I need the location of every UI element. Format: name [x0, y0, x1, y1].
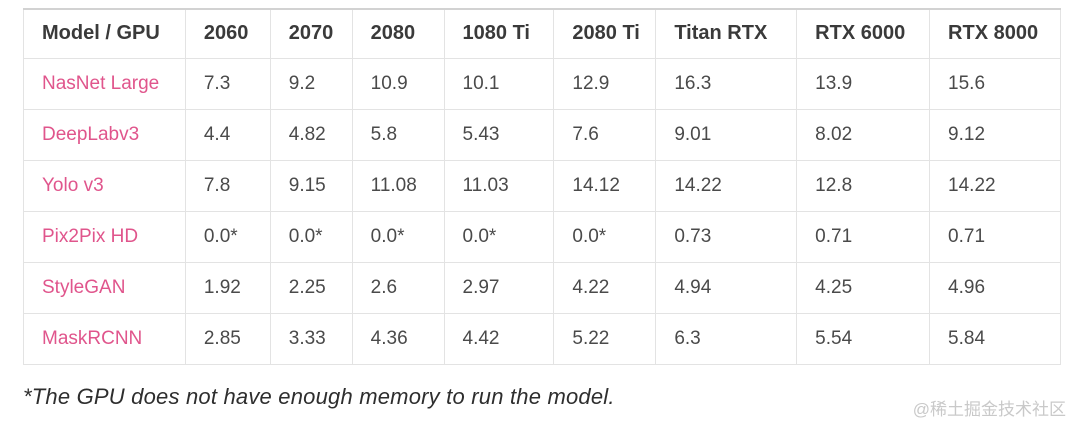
- benchmark-value-cell: 4.36: [351, 312, 445, 365]
- table-row: Pix2Pix HD 0.0* 0.0* 0.0* 0.0* 0.0* 0.73 0.71 0.…: [23, 210, 1061, 263]
- benchmark-value-cell: 6.3: [655, 312, 798, 365]
- benchmark-value-cell: 0.0*: [184, 210, 271, 263]
- column-header-2080-ti: 2080 Ti: [553, 8, 657, 59]
- benchmark-value-cell: 11.03: [443, 159, 555, 212]
- benchmark-value-cell: 11.08: [351, 159, 445, 212]
- benchmark-value-cell: 4.82: [269, 108, 353, 161]
- benchmark-value-cell: 5.43: [443, 108, 555, 161]
- benchmark-value-cell: 2.97: [443, 261, 555, 314]
- model-name-link[interactable]: DeepLabv3: [23, 108, 186, 161]
- benchmark-value-cell: 13.9: [796, 57, 931, 110]
- table-row: StyleGAN 1.92 2.25 2.6 2.97 4.22 4.94 4.25 4.96: [23, 261, 1061, 314]
- model-name-link[interactable]: NasNet Large: [23, 57, 186, 110]
- benchmark-value-cell: 9.12: [929, 108, 1061, 161]
- memory-footnote: *The GPU does not have enough memory to …: [23, 384, 615, 409]
- benchmark-value-cell: 4.96: [929, 261, 1061, 314]
- benchmark-value-cell: 0.71: [929, 210, 1061, 263]
- model-name-link[interactable]: StyleGAN: [23, 261, 186, 314]
- benchmark-value-cell: 4.94: [655, 261, 798, 314]
- benchmark-value-cell: 15.6: [929, 57, 1061, 110]
- table-header-row: Model / GPU 2060 2070 2080 1080 Ti 2080 Ti Tit…: [23, 8, 1061, 59]
- benchmark-value-cell: 2.25: [269, 261, 353, 314]
- benchmark-value-cell: 9.01: [655, 108, 798, 161]
- table-row: Yolo v3 7.8 9.15 11.08 11.03 14.12 14.22 12.8 14…: [23, 159, 1061, 212]
- benchmark-value-cell: 0.0*: [351, 210, 445, 263]
- benchmark-value-cell: 16.3: [655, 57, 798, 110]
- benchmark-value-cell: 7.3: [184, 57, 271, 110]
- benchmark-value-cell: 10.9: [351, 57, 445, 110]
- column-header-2060: 2060: [184, 8, 271, 59]
- benchmark-value-cell: 0.0*: [269, 210, 353, 263]
- benchmark-value-cell: 0.0*: [553, 210, 657, 263]
- gpu-benchmark-table: Model / GPU 2060 2070 2080 1080 Ti 2080 Ti Tit…: [23, 8, 1061, 365]
- site-watermark: @稀土掘金技术社区: [912, 400, 1066, 419]
- benchmark-value-cell: 4.42: [443, 312, 555, 365]
- benchmark-value-cell: 4.22: [553, 261, 657, 314]
- column-header-rtx-6000: RTX 6000: [796, 8, 931, 59]
- benchmark-value-cell: 14.22: [655, 159, 798, 212]
- table-row: NasNet Large 7.3 9.2 10.9 10.1 12.9 16.3 13.9 15…: [23, 57, 1061, 110]
- benchmark-value-cell: 2.85: [184, 312, 271, 365]
- column-header-model-gpu: Model / GPU: [23, 8, 186, 59]
- table-row: MaskRCNN 2.85 3.33 4.36 4.42 5.22 6.3 5.54 5.84: [23, 312, 1061, 365]
- benchmark-value-cell: 9.2: [269, 57, 353, 110]
- column-header-titan-rtx: Titan RTX: [655, 8, 798, 59]
- column-header-rtx-8000: RTX 8000: [929, 8, 1061, 59]
- benchmark-value-cell: 5.54: [796, 312, 931, 365]
- benchmark-value-cell: 12.8: [796, 159, 931, 212]
- model-name-link[interactable]: Yolo v3: [23, 159, 186, 212]
- table-row: DeepLabv3 4.4 4.82 5.8 5.43 7.6 9.01 8.02 9.12: [23, 108, 1061, 161]
- benchmark-value-cell: 5.8: [351, 108, 445, 161]
- column-header-1080-ti: 1080 Ti: [443, 8, 555, 59]
- benchmark-value-cell: 4.4: [184, 108, 271, 161]
- benchmark-value-cell: 10.1: [443, 57, 555, 110]
- benchmark-value-cell: 9.15: [269, 159, 353, 212]
- benchmark-value-cell: 1.92: [184, 261, 271, 314]
- benchmark-value-cell: 7.8: [184, 159, 271, 212]
- benchmark-value-cell: 8.02: [796, 108, 931, 161]
- benchmark-value-cell: 2.6: [351, 261, 445, 314]
- benchmark-value-cell: 7.6: [553, 108, 657, 161]
- benchmark-value-cell: 5.84: [929, 312, 1061, 365]
- benchmark-value-cell: 0.73: [655, 210, 798, 263]
- model-name-link[interactable]: Pix2Pix HD: [23, 210, 186, 263]
- benchmark-value-cell: 14.12: [553, 159, 657, 212]
- benchmark-value-cell: 3.33: [269, 312, 353, 365]
- benchmark-value-cell: 0.71: [796, 210, 931, 263]
- benchmark-value-cell: 4.25: [796, 261, 931, 314]
- column-header-2080: 2080: [351, 8, 445, 59]
- column-header-2070: 2070: [269, 8, 353, 59]
- benchmark-value-cell: 5.22: [553, 312, 657, 365]
- benchmark-value-cell: 12.9: [553, 57, 657, 110]
- model-name-link[interactable]: MaskRCNN: [23, 312, 186, 365]
- benchmark-value-cell: 14.22: [929, 159, 1061, 212]
- benchmark-value-cell: 0.0*: [443, 210, 555, 263]
